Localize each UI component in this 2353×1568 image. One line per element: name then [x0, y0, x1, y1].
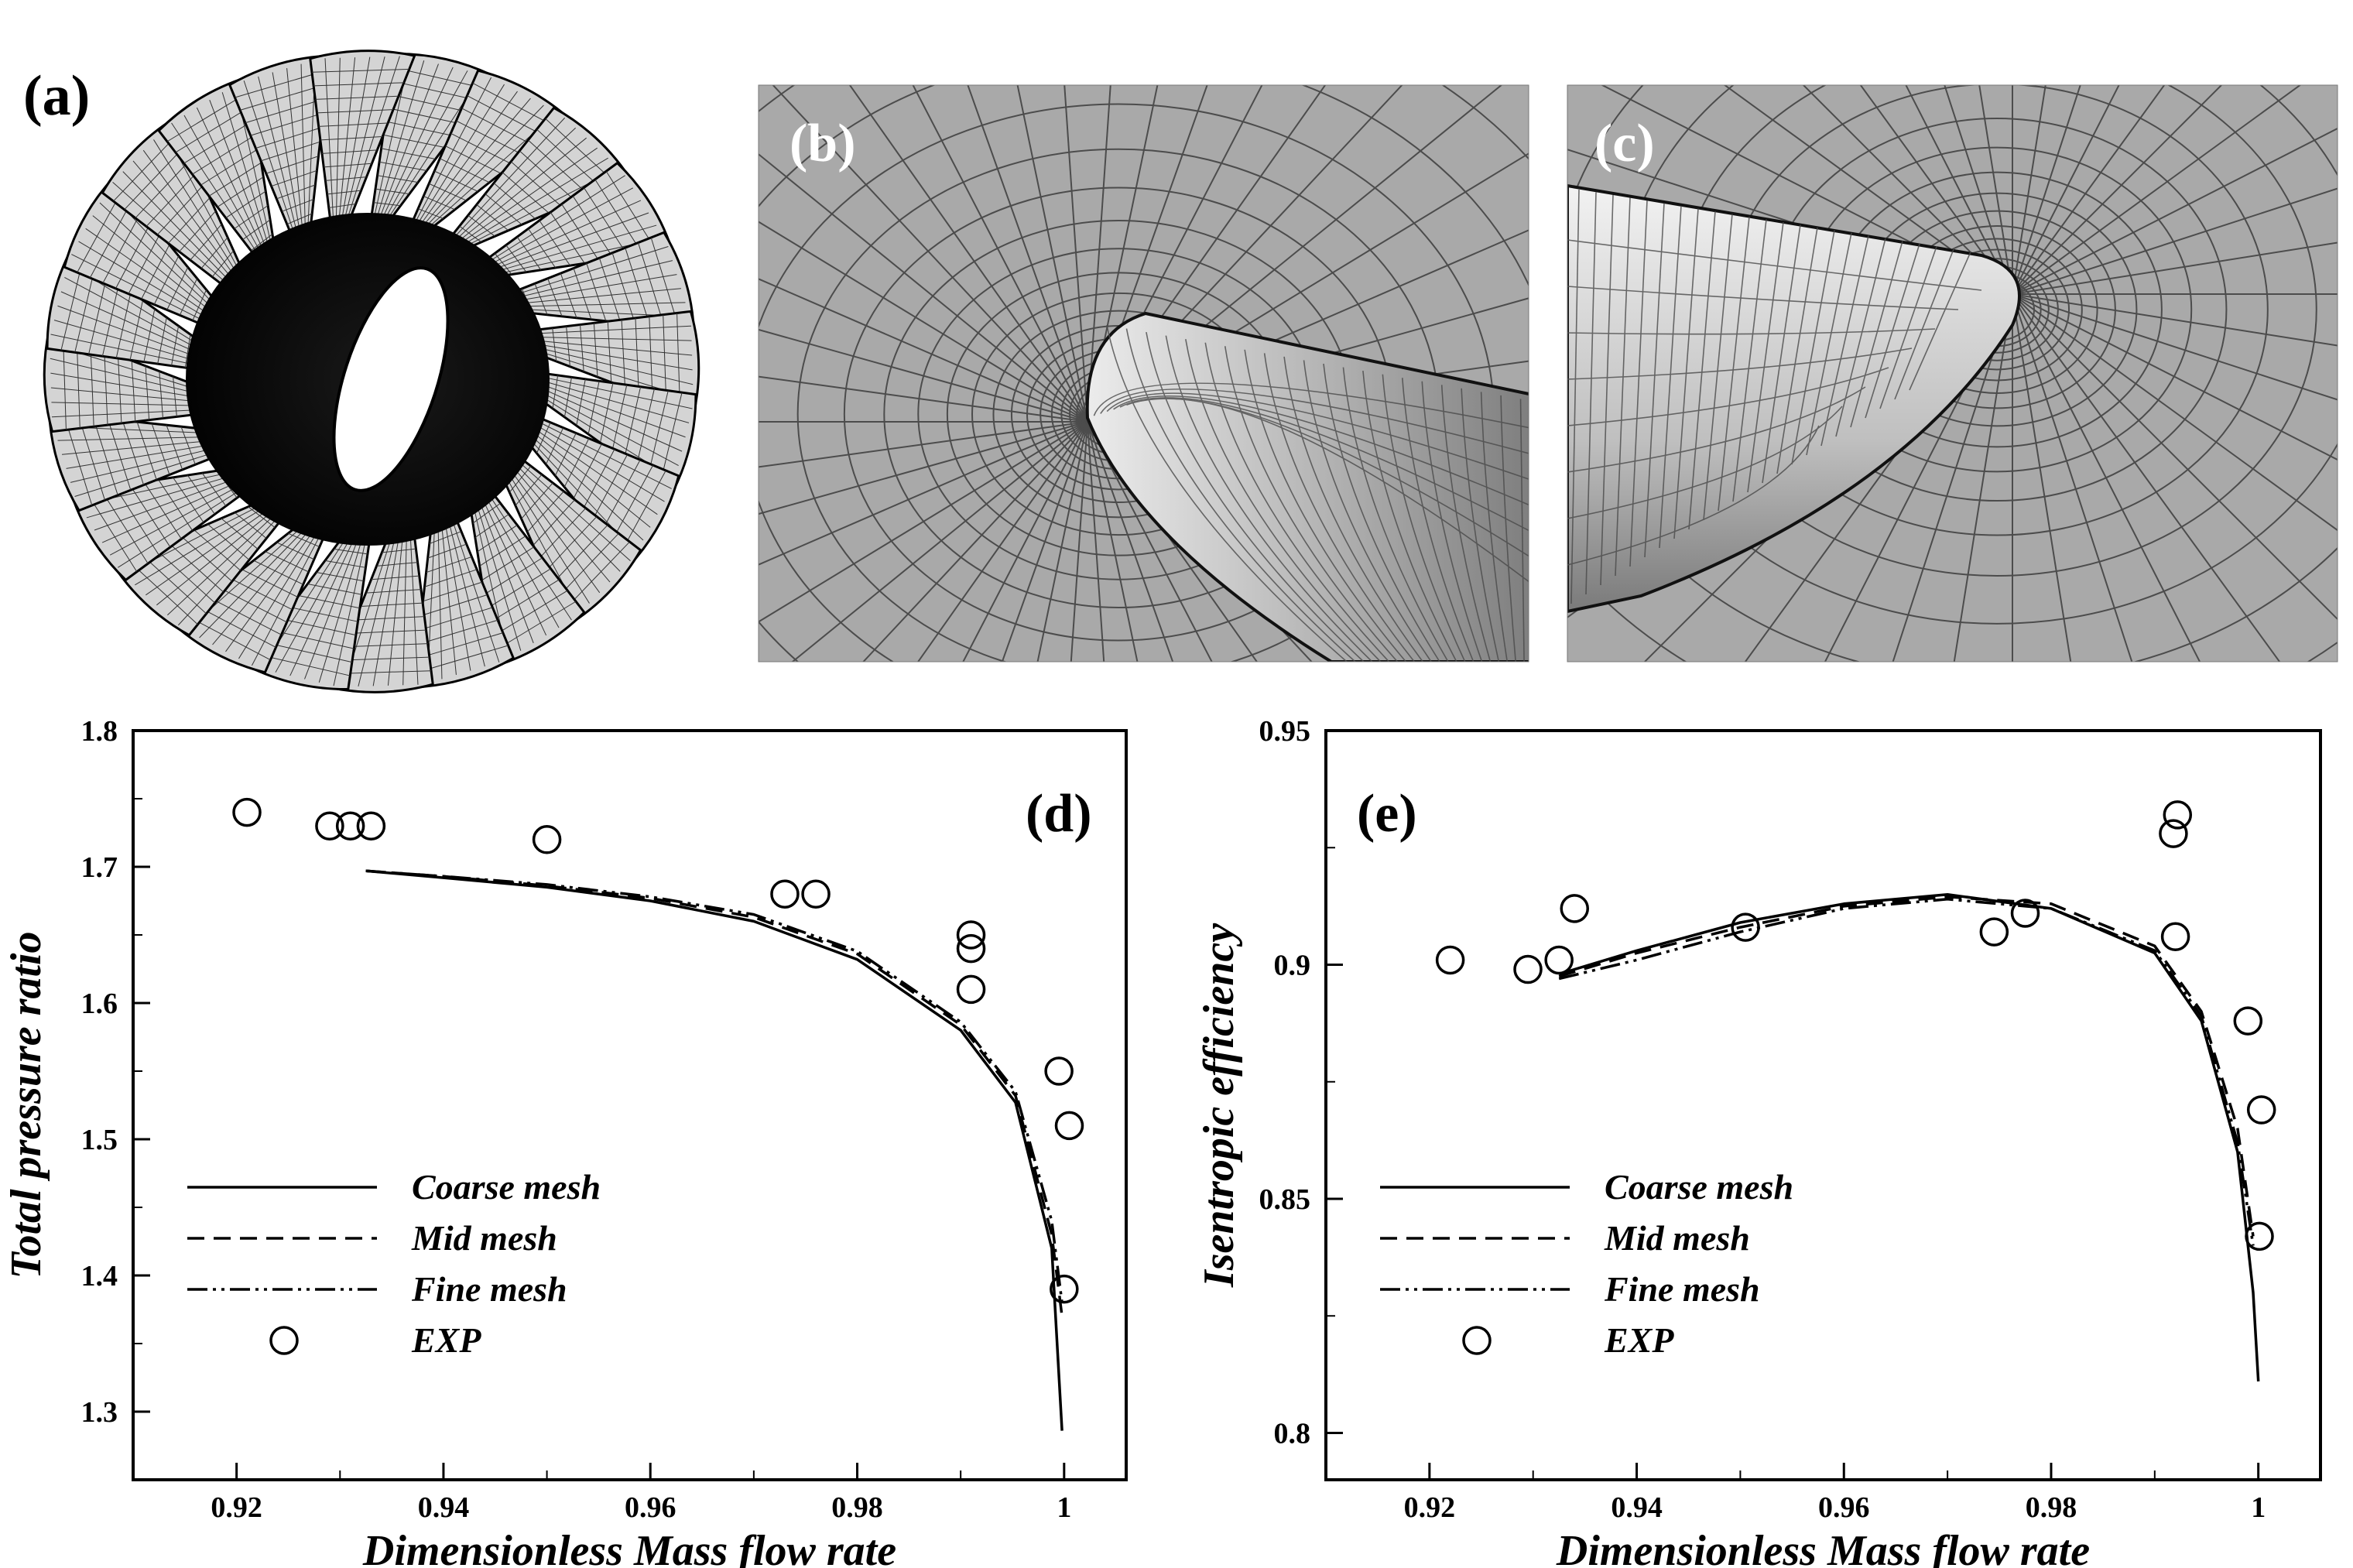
x-tick-label: 0.96 — [1818, 1491, 1870, 1524]
panel-label-a: (a) — [23, 64, 90, 128]
x-tick-label: 0.98 — [2026, 1491, 2077, 1524]
exp-data-point — [532, 825, 562, 854]
panel-label: (d) — [1026, 784, 1092, 844]
y-tick-label: 1.4 — [81, 1260, 118, 1292]
rotor-blade — [111, 493, 294, 637]
series-line-fine-mesh — [1558, 898, 2255, 1246]
x-tick-label: 0.94 — [418, 1491, 470, 1524]
y-tick-label: 0.9 — [1274, 950, 1311, 982]
exp-data-point — [2010, 899, 2040, 928]
exp-data-point — [2233, 1006, 2263, 1036]
y-tick-label: 1.6 — [81, 988, 118, 1020]
x-tick-label: 0.92 — [1404, 1491, 1456, 1524]
legend-label: Mid mesh — [1604, 1218, 1750, 1258]
y-axis-label: Isentropic efficiency — [1195, 923, 1243, 1288]
y-tick-label: 1.3 — [81, 1396, 118, 1429]
exp-data-point — [2160, 922, 2190, 951]
y-tick-label: 0.85 — [1259, 1183, 1311, 1216]
y-tick-label: 1.7 — [81, 851, 118, 884]
rotor-blade — [101, 116, 247, 296]
rotor-blade — [309, 50, 416, 223]
x-tick-label: 0.98 — [831, 1491, 883, 1524]
blade-surface-c — [1567, 183, 2021, 614]
legend-label: EXP — [411, 1320, 481, 1360]
y-tick-label: 1.5 — [81, 1124, 118, 1156]
plot-frame — [132, 729, 1128, 1481]
y-tick-label: 0.8 — [1274, 1418, 1311, 1450]
legend-marker — [269, 1326, 299, 1355]
y-tick-label: 0.95 — [1259, 715, 1311, 748]
exp-data-point — [1544, 945, 1574, 975]
chart-pressure-ratio: 0.92 0.94 0.96 0.98 1 1.3 1.4 1.5 1.6 1.7 1.8 Dimen… — [2, 715, 1128, 1568]
y-tick-label: 1.8 — [81, 715, 118, 748]
exp-data-point — [315, 811, 344, 840]
panel-label: (e) — [1357, 784, 1417, 844]
series-line-fine-mesh — [365, 869, 1063, 1303]
rotor-blade — [47, 411, 236, 512]
exp-data-point — [1050, 1274, 1079, 1304]
rotor-blade — [516, 409, 680, 568]
exp-data-point — [1560, 894, 1589, 923]
x-tick-label: 0.96 — [625, 1491, 676, 1524]
rotor-blade — [63, 175, 227, 334]
panel-label-c: (c) — [1594, 114, 1655, 173]
y-axis-label: Total pressure ratio — [2, 931, 50, 1279]
exp-data-point — [1513, 954, 1543, 984]
exp-data-point — [2246, 1095, 2276, 1125]
exp-data-point — [801, 879, 831, 909]
exp-data-point — [1731, 912, 1760, 942]
rotor-blade — [46, 247, 216, 373]
rotor-mesh-view — [43, 50, 700, 693]
exp-data-point — [770, 879, 800, 909]
exp-data-point — [1054, 1111, 1084, 1141]
series-line-coarse-mesh — [1558, 892, 2260, 1382]
legend-label: Mid mesh — [411, 1218, 557, 1258]
legend-label: Fine mesh — [411, 1269, 567, 1309]
exp-data-point — [956, 920, 986, 950]
legend-label: Coarse mesh — [1605, 1167, 1793, 1207]
exp-data-point — [335, 811, 365, 840]
legend-label: Coarse mesh — [412, 1167, 601, 1207]
x-axis-label: Dimensionless Mass flow rate — [362, 1527, 896, 1568]
mesh-closeup-b — [759, 85, 1529, 662]
plot-frame — [1324, 729, 2322, 1481]
x-tick-label: 0.92 — [211, 1491, 262, 1524]
exp-data-point — [1979, 917, 2009, 947]
x-tick-label: 1 — [2251, 1491, 2266, 1524]
series-line-coarse-mesh — [365, 869, 1063, 1431]
mesh-closeup-c — [1567, 85, 2338, 662]
x-tick-label: 1 — [1057, 1491, 1071, 1524]
rotor-blade — [245, 524, 373, 691]
exp-data-point — [2245, 1221, 2274, 1251]
exp-data-point — [1044, 1056, 1074, 1086]
exp-data-point — [232, 797, 262, 827]
legend-label: EXP — [1604, 1320, 1674, 1360]
x-tick-label: 0.94 — [1611, 1491, 1663, 1524]
panel-label-b: (b) — [789, 114, 856, 173]
exp-data-point — [356, 811, 386, 840]
rotor-blade — [507, 231, 696, 332]
hub-bore — [332, 266, 450, 492]
exp-data-point — [2159, 819, 2188, 848]
exp-data-point — [2163, 800, 2193, 830]
exp-data-point — [1435, 945, 1465, 975]
exp-data-point — [956, 974, 986, 1005]
chart-isentropic-efficiency: 0.92 0.94 0.96 0.98 1 0.8 0.85 0.9 0.95 Dimension… — [1195, 715, 2322, 1568]
exp-data-point — [956, 933, 986, 964]
x-axis-label: Dimensionless Mass flow rate — [1556, 1527, 2090, 1568]
series-line-mid-mesh — [1558, 895, 2255, 1237]
rotor-blade — [412, 504, 515, 689]
legend-label: Fine mesh — [1604, 1269, 1760, 1309]
legend-marker — [1462, 1326, 1492, 1355]
